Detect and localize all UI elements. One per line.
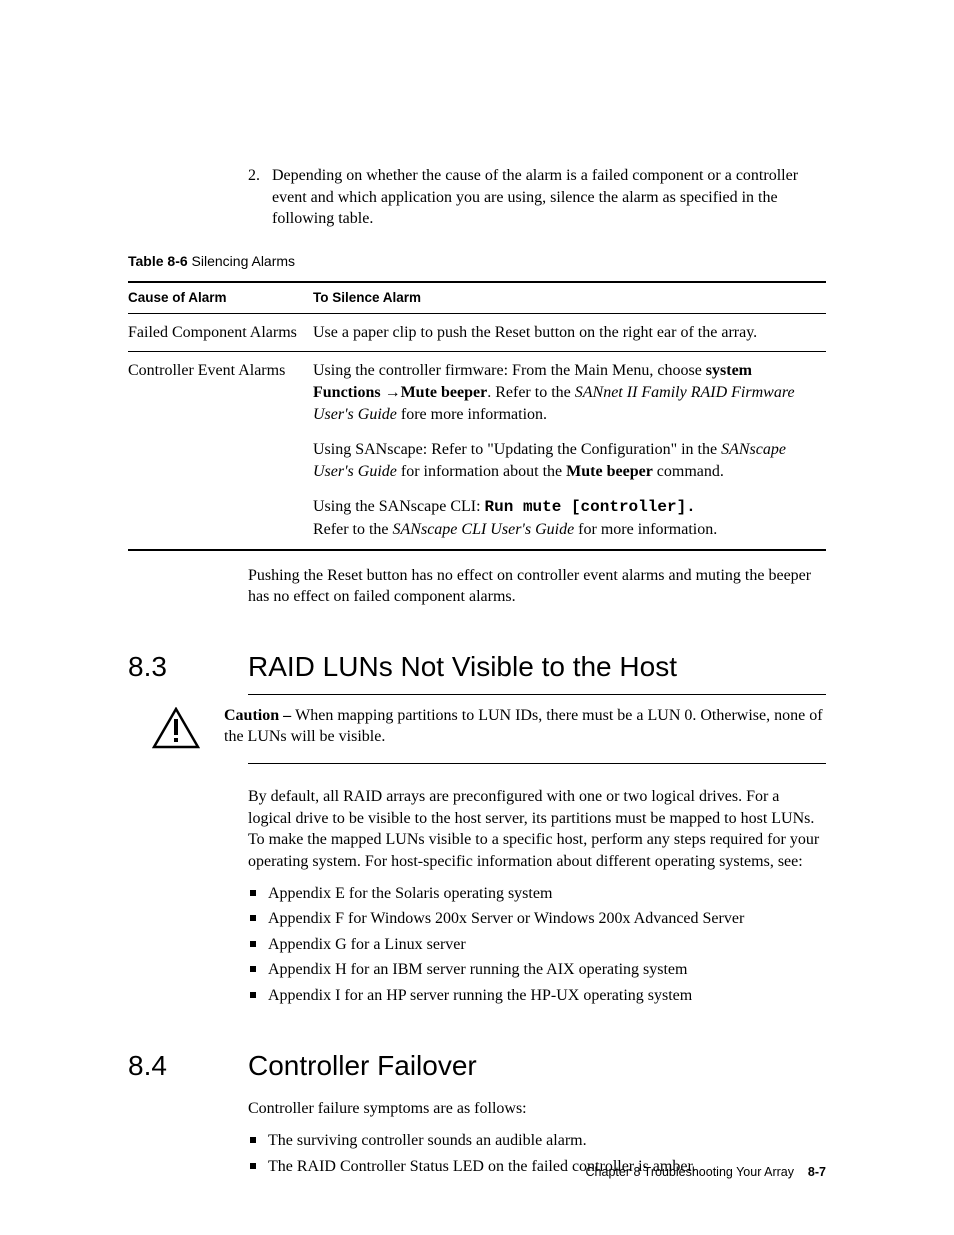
section-heading: 8.3 RAID LUNs Not Visible to the Host <box>128 648 826 686</box>
silence-cell: Using the controller firmware: From the … <box>313 352 826 550</box>
list-item: Appendix G for a Linux server <box>248 934 826 956</box>
caution-row: Caution – When mapping partitions to LUN… <box>128 705 826 756</box>
list-item: Appendix H for an IBM server running the… <box>248 959 826 981</box>
list-item: Appendix F for Windows 200x Server or Wi… <box>248 908 826 930</box>
table-row: Controller Event Alarms Using the contro… <box>128 352 826 550</box>
footer-page-number: 8-7 <box>808 1165 826 1179</box>
table-caption: Table 8-6 Silencing Alarms <box>128 252 826 271</box>
cell-paragraph: Using the SANscape CLI: Run mute [contro… <box>313 496 816 540</box>
document-page: 2. Depending on whether the cause of the… <box>0 0 954 1235</box>
table-label: Table 8-6 <box>128 253 188 269</box>
silencing-alarms-table: Cause of Alarm To Silence Alarm Failed C… <box>128 281 826 551</box>
table-row: Failed Component Alarms Use a paper clip… <box>128 313 826 352</box>
table-header: To Silence Alarm <box>313 282 826 314</box>
list-item: Appendix I for an HP server running the … <box>248 985 826 1007</box>
cell-paragraph: Using SANscape: Refer to "Updating the C… <box>313 439 816 482</box>
section-title: Controller Failover <box>248 1047 477 1085</box>
body-paragraph: By default, all RAID arrays are preconfi… <box>248 786 826 872</box>
section-heading: 8.4 Controller Failover <box>128 1047 826 1085</box>
page-footer: Chapter 8 Troubleshooting Your Array 8-7 <box>586 1164 826 1181</box>
cause-cell: Controller Event Alarms <box>128 352 313 550</box>
caution-block <box>248 763 826 764</box>
cell-paragraph: Use a paper clip to push the Reset butto… <box>313 322 816 344</box>
caution-text: Caution – When mapping partitions to LUN… <box>224 705 826 756</box>
body-paragraph: Controller failure symptoms are as follo… <box>248 1098 826 1120</box>
caution-block <box>248 694 826 695</box>
section-number: 8.3 <box>128 648 248 686</box>
rule <box>248 763 826 764</box>
caution-label: Caution – <box>224 707 295 724</box>
silence-cell: Use a paper clip to push the Reset butto… <box>313 313 826 352</box>
list-item: The surviving controller sounds an audib… <box>248 1130 826 1152</box>
caution-icon <box>152 705 200 756</box>
cell-paragraph: Using the controller firmware: From the … <box>313 360 816 425</box>
after-table-paragraph: Pushing the Reset button has no effect o… <box>248 565 826 608</box>
step-item: 2. Depending on whether the cause of the… <box>248 165 826 230</box>
section-number: 8.4 <box>128 1047 248 1085</box>
section-body: By default, all RAID arrays are preconfi… <box>248 786 826 1006</box>
bullet-list: Appendix E for the Solaris operating sys… <box>248 883 826 1007</box>
table-caption-text: Silencing Alarms <box>192 253 296 269</box>
step-text: Depending on whether the cause of the al… <box>272 165 826 230</box>
step-block: 2. Depending on whether the cause of the… <box>248 165 826 230</box>
section-title: RAID LUNs Not Visible to the Host <box>248 648 677 686</box>
footer-chapter: Chapter 8 Troubleshooting Your Array <box>586 1165 794 1179</box>
step-number: 2. <box>248 165 266 230</box>
cause-cell: Failed Component Alarms <box>128 313 313 352</box>
list-item: Appendix E for the Solaris operating sys… <box>248 883 826 905</box>
rule <box>248 694 826 695</box>
table-header: Cause of Alarm <box>128 282 313 314</box>
